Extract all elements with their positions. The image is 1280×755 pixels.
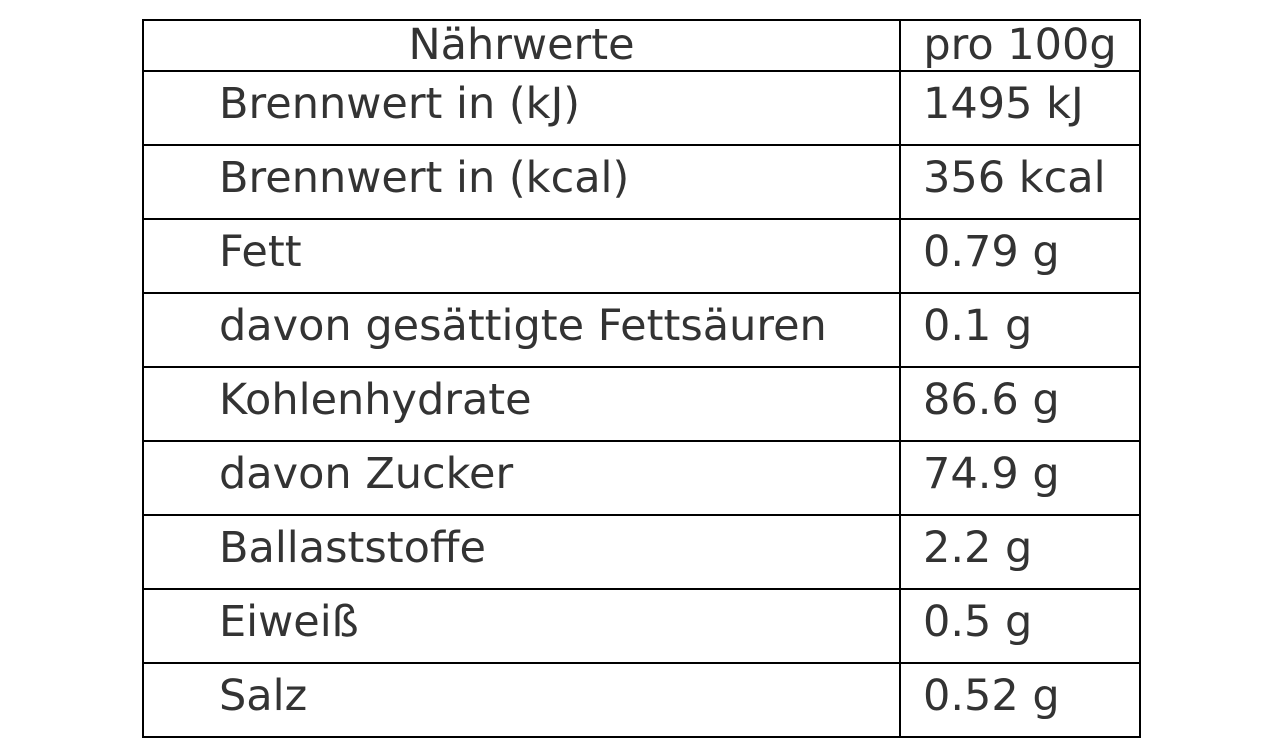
- table-row: Eiweiß 0.5 g: [142, 588, 1141, 664]
- value-cell: 0.79 g: [899, 218, 1141, 294]
- nutrient-cell: davon gesättigte Fettsäuren: [142, 292, 901, 368]
- value-cell: 356 kcal: [899, 144, 1141, 220]
- nutrient-cell: davon Zucker: [142, 440, 901, 516]
- value-cell: 2.2 g: [899, 514, 1141, 590]
- table-row: Fett 0.79 g: [142, 218, 1141, 294]
- nutrient-cell: Eiweiß: [142, 588, 901, 664]
- table-row: Brennwert in (kcal) 356 kcal: [142, 144, 1141, 220]
- table-row: Kohlenhydrate 86.6 g: [142, 366, 1141, 442]
- nutrient-cell: Ballaststoffe: [142, 514, 901, 590]
- value-cell: 0.1 g: [899, 292, 1141, 368]
- header-cell: pro 100g: [899, 19, 1141, 72]
- value-cell: 74.9 g: [899, 440, 1141, 516]
- nutrient-cell: Kohlenhydrate: [142, 366, 901, 442]
- header-row: Nährwerte pro 100g: [142, 19, 1141, 72]
- table-row: Brennwert in (kJ) 1495 kJ: [142, 70, 1141, 146]
- table-row: Ballaststoffe 2.2 g: [142, 514, 1141, 590]
- value-cell: 0.5 g: [899, 588, 1141, 664]
- value-cell: 86.6 g: [899, 366, 1141, 442]
- nutrient-cell: Brennwert in (kJ): [142, 70, 901, 146]
- nutrient-cell: Brennwert in (kcal): [142, 144, 901, 220]
- nutrient-cell: Salz: [142, 662, 901, 738]
- header-cell: Nährwerte: [142, 19, 901, 72]
- nutrition-table: Nährwerte pro 100g Brennwert in (kJ) 1495…: [142, 19, 1141, 738]
- nutrient-cell: Fett: [142, 218, 901, 294]
- table-row: Salz 0.52 g: [142, 662, 1141, 738]
- table-row: davon gesättigte Fettsäuren 0.1 g: [142, 292, 1141, 368]
- value-cell: 0.52 g: [899, 662, 1141, 738]
- value-cell: 1495 kJ: [899, 70, 1141, 146]
- table-row: davon Zucker 74.9 g: [142, 440, 1141, 516]
